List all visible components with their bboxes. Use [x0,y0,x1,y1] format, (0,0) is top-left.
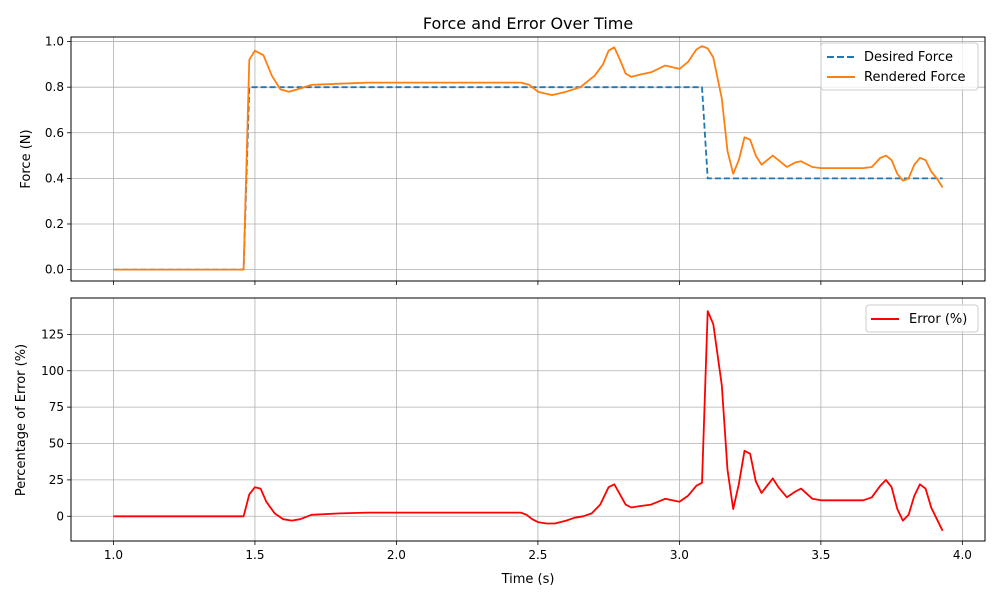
error-chart: 0 25 50 75 100 125 1.0 1.5 2.0 2.5 3.0 3.5 4.0 Perc… [14,297,986,587]
error-chart-x-axis-label: Time (s) [501,572,555,587]
error-chart-x-ticks: 1.0 1.5 2.0 2.5 3.0 3.5 4.0 [104,541,972,562]
error-x-tick-label: 1.0 [104,548,123,562]
chart-title: Force and Error Over Time [423,14,633,33]
error-y-tick-label: 25 [49,473,64,487]
error-x-tick-label: 3.5 [811,548,830,562]
force-chart-y-axis-label: Force (N) [19,129,34,188]
force-series-line-1 [113,45,944,271]
error-x-tick-label: 3.0 [670,548,689,562]
error-y-tick-label: 100 [41,364,64,378]
error-x-tick-label: 1.5 [245,548,264,562]
force-chart-x-ticks [113,281,963,285]
force-y-tick-label: 0.6 [45,126,64,140]
force-chart-y-ticks: 0.0 0.2 0.4 0.6 0.8 1.0 [45,35,71,277]
error-x-tick-label: 2.5 [528,548,547,562]
error-y-tick-label: 50 [49,437,64,451]
error-chart-y-axis-label: Percentage of Error (%) [14,344,29,496]
force-chart-frame [70,36,986,282]
force-y-tick-label: 0.4 [45,171,64,185]
error-chart-lines [113,310,944,532]
force-chart-lines [113,45,944,271]
error-y-tick-label: 75 [49,400,64,414]
force-chart: Force and Error Over Time 0.00.20.40.60.… [19,14,986,285]
force-y-tick-label: 0.8 [45,80,64,94]
force-y-tick-label: 0.0 [45,263,64,277]
force-y-tick-label: 0.2 [45,217,64,231]
error-x-tick-label: 4.0 [953,548,972,562]
error-chart-y-ticks: 0 25 50 75 100 125 [41,327,71,523]
legend-label-rendered-force: Rendered Force [864,70,966,85]
force-chart-legend: Desired Force Rendered Force [820,42,979,91]
legend-label-desired-force: Desired Force [864,50,953,65]
force-y-tick-label: 1.0 [45,35,64,49]
legend-label-error: Error (%) [909,312,967,327]
error-x-tick-label: 2.0 [387,548,406,562]
error-series-line-0 [113,310,944,532]
error-y-tick-label: 0 [56,509,64,523]
error-chart-legend: Error (%) [865,304,979,333]
error-y-tick-label: 125 [41,327,64,341]
error-chart-frame [70,297,986,542]
